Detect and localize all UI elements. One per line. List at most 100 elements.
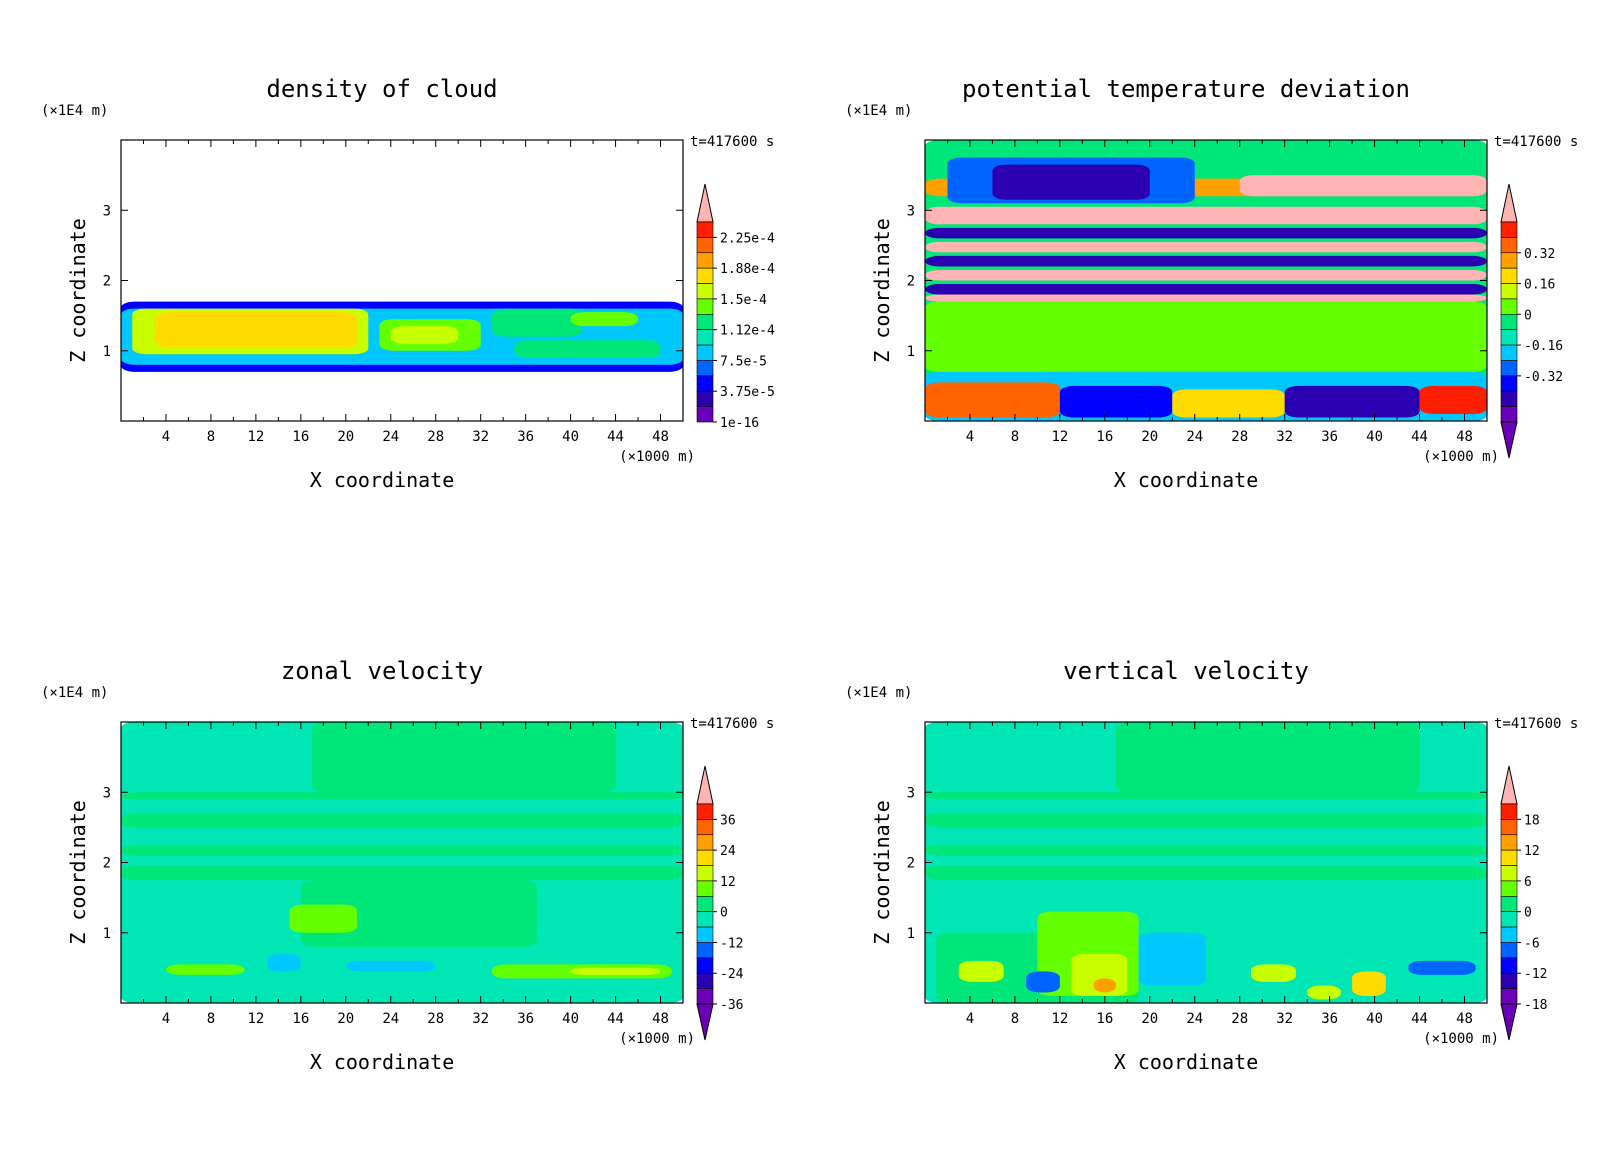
field-cell — [154, 312, 358, 348]
colorbar-bottom-arrow — [696, 1003, 714, 1041]
colorbar-bottom-arrow — [1500, 1003, 1518, 1041]
colorbar-swatch — [696, 221, 714, 238]
colorbar-swatch — [1500, 344, 1518, 361]
x-axis-label: X coordinate — [1114, 468, 1259, 492]
x-tick-label: 4 — [162, 429, 170, 445]
field-cell — [958, 960, 1004, 982]
chart-title: density of cloud — [266, 75, 497, 103]
colorbar-swatch — [696, 360, 714, 377]
field-cell — [1307, 985, 1341, 1000]
x-tick-label: 44 — [1411, 1011, 1428, 1027]
x-tick-label: 40 — [562, 429, 579, 445]
colorbar-swatch — [696, 390, 714, 407]
time-label: t=417600 s — [690, 134, 774, 150]
field-cell — [121, 792, 683, 800]
colorbar-swatch — [696, 880, 714, 897]
plot-frame — [120, 139, 684, 422]
x-tick-label: 48 — [652, 429, 669, 445]
colorbar-swatch — [696, 942, 714, 959]
colorbar-label: 2.25e-4 — [720, 231, 775, 246]
field-cell — [925, 294, 1487, 302]
colorbar-swatch — [1500, 819, 1518, 836]
colorbar-swatch — [1500, 267, 1518, 284]
y-unit-label: (×1E4 m) — [41, 685, 108, 701]
colorbar-swatch — [1500, 988, 1518, 1005]
field-cell — [925, 301, 1487, 372]
field-cell — [1250, 964, 1296, 982]
y-unit-label: (×1E4 m) — [845, 103, 912, 119]
x-tick-label: 8 — [1011, 1011, 1019, 1027]
colorbar-label: 6 — [1524, 875, 1532, 890]
x-axis-label: X coordinate — [310, 1050, 455, 1074]
colorbar-swatch — [1500, 972, 1518, 989]
x-tick-label: 48 — [652, 1011, 669, 1027]
colorbar-swatch — [1500, 329, 1518, 346]
colorbar-swatch — [1500, 911, 1518, 928]
field-cell — [390, 326, 459, 344]
colorbar-swatch — [696, 267, 714, 284]
x-tick-label: 32 — [472, 429, 489, 445]
x-tick-label: 12 — [1051, 429, 1068, 445]
colorbar-bottom-arrow — [1500, 421, 1518, 459]
time-label: t=417600 s — [1494, 134, 1578, 150]
field-cell — [925, 255, 1487, 267]
colorbar-label: -36 — [720, 998, 743, 1013]
y-tick-label: 3 — [103, 203, 111, 219]
field-cell — [1419, 385, 1487, 414]
colorbar-label: -0.16 — [1524, 339, 1563, 354]
x-tick-label: 12 — [247, 429, 264, 445]
colorbar-top-arrow — [1500, 183, 1518, 223]
x-axis-label: X coordinate — [1114, 1050, 1259, 1074]
y-axis-label: Z coordinate — [66, 800, 90, 945]
field-cell — [1093, 978, 1117, 993]
field-cell — [570, 967, 661, 975]
x-tick-label: 8 — [207, 429, 215, 445]
colorbar-label: 1.5e-4 — [720, 293, 767, 308]
field-cell — [925, 813, 1487, 828]
colorbar-swatch — [1500, 252, 1518, 269]
field-layer — [925, 140, 1487, 421]
colorbar: 2.25e-4 1.88e-4 1.5e-4 1.12e-4 7.5e-5 3.75e-5… — [696, 183, 775, 431]
colorbar-swatch — [696, 911, 714, 928]
colorbar-swatch — [696, 329, 714, 346]
colorbar: 0.32 0.16 0 -0.16 -0.32 — [1500, 183, 1563, 459]
colorbar-swatch — [696, 819, 714, 836]
y-tick-label: 2 — [103, 856, 111, 872]
colorbar-swatch — [1500, 406, 1518, 423]
colorbar: 36 24 12 0 -12 -24 -36 — [696, 765, 744, 1041]
y-axis-label: Z coordinate — [870, 218, 894, 363]
field-layer — [121, 722, 683, 1003]
x-unit-label: (×1000 m) — [1423, 449, 1499, 465]
x-tick-label: 40 — [562, 1011, 579, 1027]
x-tick-label: 32 — [1276, 429, 1293, 445]
field-cell — [1059, 385, 1173, 418]
field-cell — [925, 227, 1487, 239]
x-tick-label: 16 — [1096, 1011, 1113, 1027]
y-axis-label: Z coordinate — [870, 800, 894, 945]
y-tick-label: 1 — [907, 926, 915, 942]
x-tick-label: 4 — [966, 1011, 974, 1027]
field-cell — [1138, 932, 1206, 986]
colorbar-swatch — [1500, 360, 1518, 377]
colorbar-label: 0.32 — [1524, 247, 1555, 262]
field-layer — [925, 722, 1487, 1003]
field-cell — [925, 269, 1487, 281]
x-tick-label: 20 — [337, 1011, 354, 1027]
x-tick-label: 36 — [517, 1011, 534, 1027]
colorbar-label: 3.75e-5 — [720, 385, 775, 400]
time-label: t=417600 s — [690, 716, 774, 732]
y-tick-label: 2 — [907, 856, 915, 872]
colorbar-swatch — [696, 298, 714, 315]
y-tick-label: 2 — [907, 274, 915, 290]
colorbar-swatch — [1500, 298, 1518, 315]
chart-title: zonal velocity — [281, 657, 483, 685]
colorbar-swatch — [696, 957, 714, 974]
colorbar-swatch — [696, 834, 714, 851]
x-axis-label: X coordinate — [310, 468, 455, 492]
colorbar-swatch — [696, 314, 714, 330]
x-tick-label: 48 — [1456, 429, 1473, 445]
colorbar-swatch — [696, 849, 714, 866]
colorbar-swatch — [1500, 926, 1518, 943]
